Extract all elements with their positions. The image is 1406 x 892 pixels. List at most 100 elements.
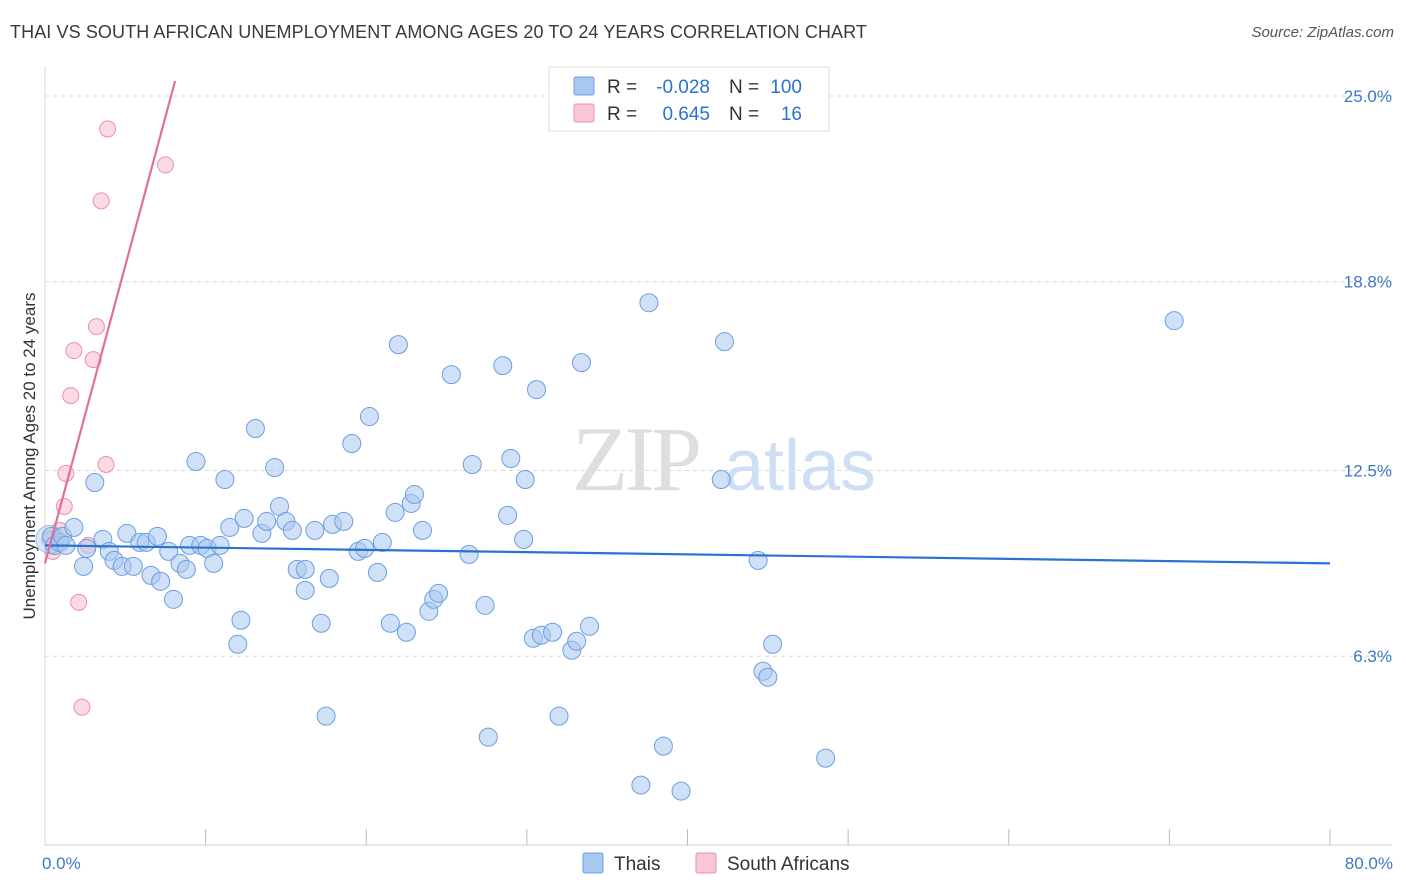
thais-point-63: [412, 520, 432, 540]
thais-point-68: [459, 544, 479, 564]
thais-point-35: [245, 419, 265, 439]
thais-point-91: [714, 332, 734, 352]
legend-swatch-south-africans: [573, 103, 595, 123]
thais-point-66: [429, 583, 449, 603]
y-tick-label-0: 6.3%: [1353, 647, 1392, 666]
thais-point-48: [319, 568, 339, 588]
thais-point-97: [1164, 311, 1184, 331]
thais-point-54: [359, 407, 379, 427]
thais-point-29: [210, 535, 230, 555]
thais-point-30: [215, 469, 235, 489]
thais-point-92: [748, 550, 768, 570]
thais-point-62: [404, 484, 424, 504]
thais-point-76: [515, 469, 535, 489]
thais-point-95: [763, 634, 783, 654]
south-africans-point-7: [65, 342, 83, 360]
thais-point-83: [567, 631, 587, 651]
legend-n-label-2: N =: [729, 104, 759, 125]
thais-point-59: [388, 335, 408, 355]
legend-r-value-1: -0.028: [656, 77, 710, 98]
y-tick-label-1: 12.5%: [1344, 461, 1392, 480]
legend-r-label-1: R =: [607, 77, 637, 98]
thais-point-70: [475, 595, 495, 615]
thais-point-96: [816, 748, 836, 768]
thais-point-57: [380, 613, 400, 633]
south-africans-points: [41, 120, 174, 716]
trend-lines: [43, 80, 1331, 565]
watermark-atlas: atlas: [724, 426, 876, 506]
thais-point-90: [711, 469, 731, 489]
legend-n-value-1: 100: [770, 77, 802, 98]
thais-point-44: [295, 580, 315, 600]
thais-point-56: [372, 532, 392, 552]
thais-point-46: [311, 613, 331, 633]
thais-point-5: [64, 517, 84, 537]
south-africans-point-8: [70, 593, 88, 611]
thais-point-43: [295, 559, 315, 579]
thais-point-55: [367, 562, 387, 582]
south-africans-point-9: [73, 698, 91, 716]
source-credit: Source: ZipAtlas.com: [1251, 24, 1394, 41]
thais-point-38: [265, 457, 285, 477]
x-tick-label-1: 80.0%: [1345, 854, 1393, 873]
thais-point-60: [396, 622, 416, 642]
legend-r-label-2: R =: [607, 104, 637, 125]
legend-label-thais: Thais: [614, 854, 660, 875]
thais-point-28: [204, 553, 224, 573]
y-tick-label-3: 25.0%: [1344, 87, 1392, 106]
thais-point-19: [151, 571, 171, 591]
legend-swatch-south-africans-bottom: [695, 852, 717, 874]
thais-point-14: [123, 556, 143, 576]
chart-title: THAI VS SOUTH AFRICAN UNEMPLOYMENT AMONG…: [10, 22, 867, 42]
thais-point-87: [639, 293, 659, 313]
thais-point-33: [231, 610, 251, 630]
thais-point-7: [77, 538, 97, 558]
south-africans-point-14: [97, 455, 115, 473]
south-africans-trend-line: [43, 80, 177, 564]
legend-box: [548, 66, 830, 132]
thais-point-37: [257, 511, 277, 531]
thais-point-25: [186, 452, 206, 471]
thais-point-32: [228, 634, 248, 654]
thais-point-80: [543, 622, 563, 642]
thais-point-71: [478, 727, 498, 747]
thais-point-18: [147, 526, 167, 546]
thais-point-69: [462, 454, 482, 474]
south-africans-point-12: [87, 318, 105, 336]
thais-trend-line: [44, 544, 1331, 565]
legend-swatch-thais: [573, 76, 595, 96]
tick-labels: 6.3% 12.5% 18.8% 25.0% 0.0% 80.0%: [42, 87, 1393, 873]
watermark: ZIP atlas: [572, 408, 876, 510]
thais-point-50: [334, 511, 354, 531]
correlation-legend: R = -0.028 N = 100 R = 0.645 N = 16: [548, 66, 830, 132]
thais-point-94: [758, 667, 778, 687]
thais-point-47: [316, 706, 336, 726]
thais-point-73: [498, 505, 518, 525]
series-legend: Thais South Africans: [582, 852, 850, 875]
legend-swatch-thais-bottom: [582, 852, 604, 874]
legend-label-south-africans: South Africans: [727, 854, 850, 875]
x-tick-label-0: 0.0%: [42, 854, 81, 873]
thais-point-23: [176, 559, 196, 579]
thais-point-31: [220, 517, 240, 537]
legend-n-label-1: N =: [729, 77, 759, 98]
y-tick-label-2: 18.8%: [1344, 273, 1392, 292]
thais-point-89: [671, 781, 691, 801]
grid-lines: [45, 95, 1392, 657]
thais-point-58: [385, 502, 405, 522]
thais-point-74: [501, 449, 521, 469]
thais-point-78: [527, 380, 547, 400]
thais-point-34: [234, 508, 254, 528]
south-africans-point-15: [99, 120, 117, 138]
thais-point-86: [631, 775, 651, 795]
thais-point-6: [74, 556, 94, 576]
thais-point-84: [571, 353, 591, 373]
south-africans-point-6: [62, 387, 80, 405]
thais-point-41: [282, 520, 302, 540]
thais-point-45: [305, 520, 325, 540]
south-africans-point-11: [84, 351, 102, 369]
thais-point-72: [493, 356, 513, 376]
watermark-zip: ZIP: [572, 408, 699, 510]
legend-r-value-2: 0.645: [662, 104, 710, 125]
